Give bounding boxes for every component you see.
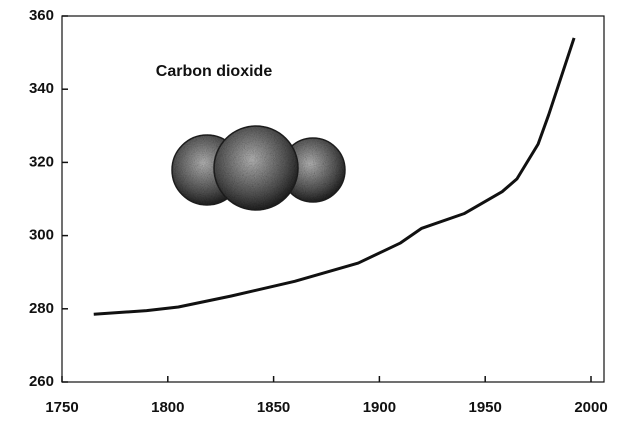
x-tick-label: 1900 <box>363 399 396 416</box>
y-tick-label: 360 <box>29 7 54 24</box>
y-tick-label: 300 <box>29 227 54 244</box>
chart: Carbon dioxide 260 280 300 320 340 360 1750 180… <box>0 0 638 424</box>
x-tick-label: 1950 <box>469 399 502 416</box>
y-tick-label: 340 <box>29 80 54 97</box>
x-tick-label: 2000 <box>574 399 607 416</box>
x-tick-label: 1850 <box>257 399 290 416</box>
plot-frame <box>62 16 604 382</box>
y-tick-label: 280 <box>29 300 54 317</box>
y-tick-label: 260 <box>29 373 54 390</box>
x-tick-label: 1800 <box>151 399 184 416</box>
chart-title: Carbon dioxide <box>156 63 273 80</box>
y-tick-label: 320 <box>29 153 54 170</box>
x-tick-label: 1750 <box>45 399 78 416</box>
molecule-illustration <box>172 126 345 210</box>
